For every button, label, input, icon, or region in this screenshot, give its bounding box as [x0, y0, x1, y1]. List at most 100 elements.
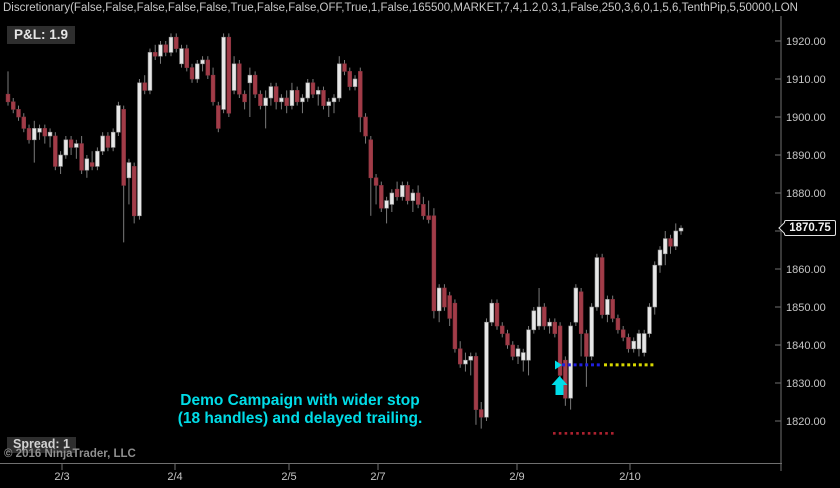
- candle-body: [195, 63, 200, 80]
- candle-body: [557, 325, 563, 376]
- buy-arrow-icon: [551, 376, 568, 395]
- stop-line-dot: [564, 432, 568, 435]
- candle-body: [479, 409, 484, 418]
- candle-body: [426, 215, 431, 220]
- candle-body: [16, 109, 21, 118]
- candle-body: [500, 325, 505, 334]
- candle-body: [242, 93, 247, 103]
- price-tick-label: 1820.00: [786, 416, 826, 428]
- candle-body: [373, 177, 379, 186]
- candle-body: [379, 185, 384, 209]
- entry-line-dot: [596, 363, 600, 367]
- candle-body: [673, 230, 678, 247]
- entry-line-dot: [650, 363, 654, 367]
- candle-body: [231, 63, 237, 91]
- session-tick-label: 2/9: [509, 471, 524, 483]
- price-tick-label: 1900.00: [786, 112, 826, 124]
- candle-body: [610, 299, 615, 319]
- price-tick-label: 1910.00: [786, 74, 826, 86]
- candle-body: [321, 90, 326, 106]
- candle-body: [47, 131, 53, 137]
- candle-body: [589, 306, 594, 357]
- entry-marker-icon: [555, 360, 562, 370]
- entry-line-dot: [591, 363, 594, 367]
- candle-body: [189, 67, 195, 80]
- candle-body: [26, 128, 32, 141]
- candle-body: [11, 101, 16, 110]
- candle-body: [563, 359, 568, 399]
- stop-line-dot: [593, 432, 597, 435]
- candle-body: [463, 359, 468, 365]
- candle-body: [531, 310, 537, 331]
- candle-body: [342, 63, 347, 72]
- candle-body: [21, 116, 26, 129]
- candle-body: [536, 306, 542, 327]
- last-price-marker: 1870.75: [778, 219, 836, 236]
- candle-body: [599, 257, 605, 315]
- candle-body: [663, 238, 668, 255]
- session-tick-label: 2/4: [167, 471, 182, 483]
- candle-body: [552, 321, 558, 334]
- candle-body: [74, 143, 79, 148]
- candle-body: [158, 44, 163, 57]
- candle-body: [636, 333, 642, 350]
- candle-body: [337, 63, 342, 99]
- candle-body: [436, 287, 442, 312]
- stop-line-dot: [599, 432, 602, 435]
- candle-body: [347, 71, 352, 87]
- candle-body: [179, 48, 184, 65]
- candle-body: [305, 82, 310, 99]
- price-tick-label: 1860.00: [786, 264, 826, 276]
- candle-body: [584, 333, 589, 357]
- candle-body: [42, 128, 48, 137]
- candle-body: [442, 287, 447, 308]
- stop-line-dot: [576, 432, 579, 435]
- entry-line-dot: [627, 363, 631, 367]
- candle-body: [300, 97, 305, 103]
- candle-body: [37, 128, 42, 133]
- candle-body: [153, 52, 158, 57]
- candle-body: [63, 139, 69, 156]
- candle-body: [221, 36, 226, 110]
- candle-body: [331, 97, 337, 103]
- candle-body: [237, 63, 242, 95]
- session-tick-label: 2/3: [54, 471, 69, 483]
- entry-line-dot: [644, 363, 648, 367]
- candle-body: [252, 74, 258, 95]
- price-tick-label: 1890.00: [786, 150, 826, 162]
- candle-body: [289, 90, 295, 106]
- entry-line-dot: [609, 363, 613, 367]
- last-price-value: 1870.75: [789, 221, 831, 234]
- session-tick-label: 2/7: [370, 471, 385, 483]
- candle-body: [515, 348, 521, 357]
- candle-body: [521, 352, 526, 361]
- candle-body: [405, 185, 410, 201]
- candle-body: [58, 154, 63, 167]
- stop-line-dot: [582, 432, 585, 435]
- candle-body: [384, 200, 389, 209]
- candle-body: [110, 131, 116, 148]
- candle-body: [105, 135, 111, 148]
- candle-body: [147, 52, 153, 91]
- price-tick-label: 1880.00: [786, 188, 826, 200]
- candle-body: [310, 82, 316, 95]
- chart-annotation: Demo Campaign with wider stop (18 handle…: [150, 392, 450, 427]
- candle-body: [258, 93, 263, 106]
- candle-body: [494, 302, 500, 327]
- candle-body: [547, 321, 552, 327]
- candle-body: [652, 264, 657, 308]
- entry-line-dot: [638, 363, 642, 367]
- candle-body: [363, 116, 368, 137]
- candle-body: [484, 321, 489, 418]
- candle-body: [615, 318, 621, 331]
- candle-body: [368, 139, 374, 179]
- candle-body: [200, 59, 205, 65]
- entry-line-dot: [585, 363, 589, 367]
- candle-body: [421, 204, 426, 217]
- candle-body: [294, 90, 300, 103]
- candle-body: [168, 36, 174, 53]
- annotation-line-2: (18 handles) and delayed trailing.: [177, 409, 423, 427]
- candle-body: [279, 97, 284, 103]
- price-tick-label: 1850.00: [786, 302, 826, 314]
- candle-body: [268, 86, 274, 99]
